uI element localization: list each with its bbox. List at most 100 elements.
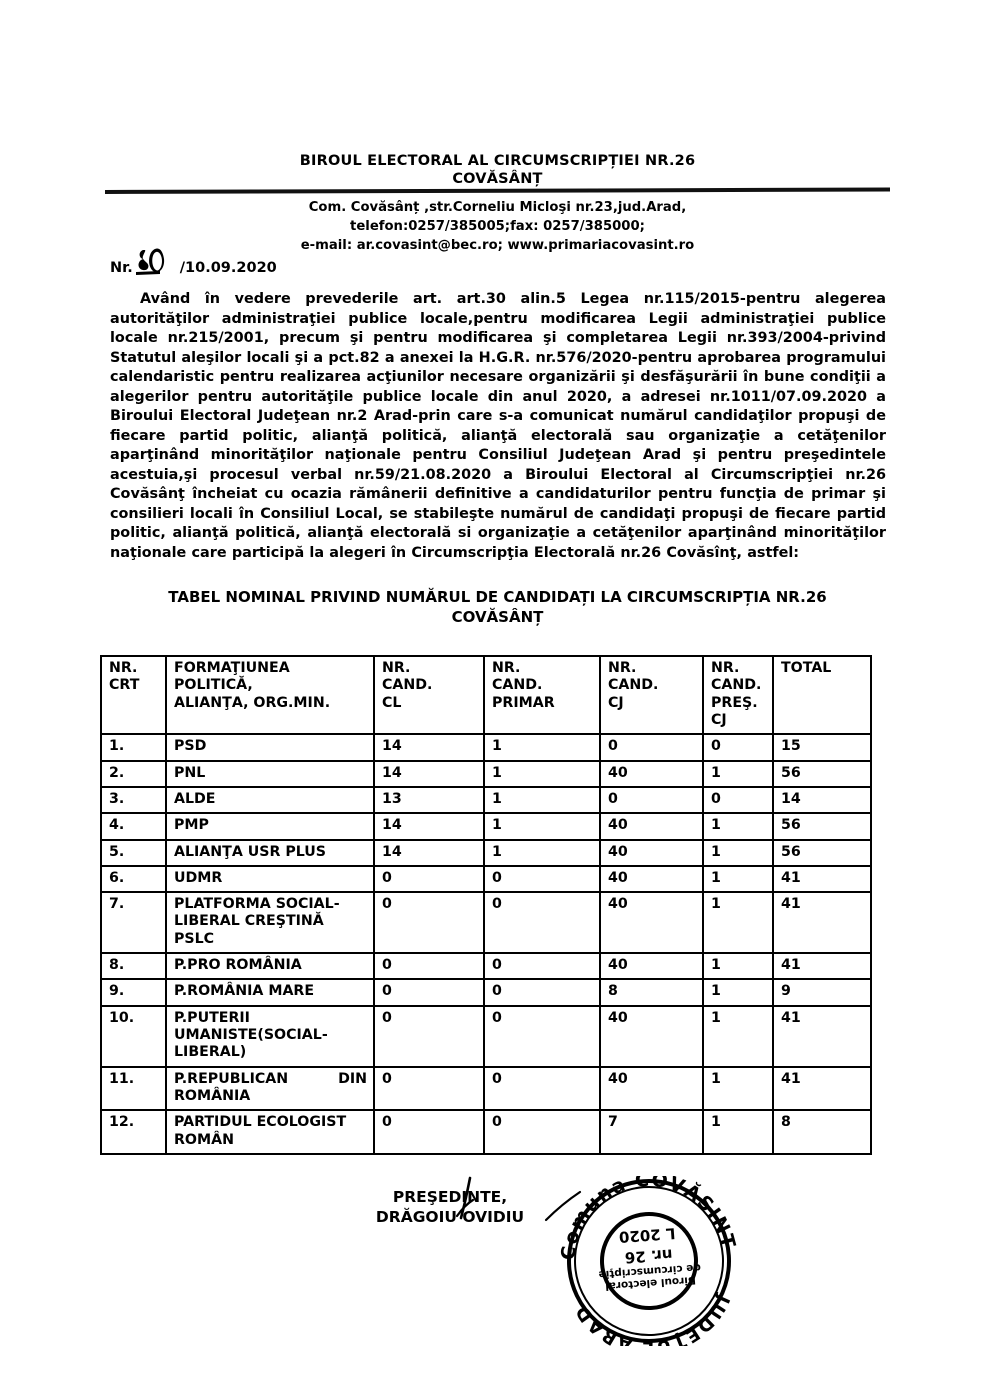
cell-cand-primar: 0 bbox=[483, 1004, 601, 1068]
cell-cand-pres-cj: 1 bbox=[702, 891, 774, 955]
cell-cand-pres-cj: 1 bbox=[702, 838, 774, 867]
cell-cand-cj: 7 bbox=[599, 1109, 704, 1155]
cell-formatiune: UDMR bbox=[165, 864, 375, 894]
header-line: TOTAL bbox=[781, 660, 832, 676]
cell-formatiune: ALDE bbox=[165, 785, 375, 815]
cell-formatiune: P.REPUBLICAN DIN ROMÂNIA bbox=[165, 1065, 375, 1112]
cell-cand-cl: 0 bbox=[373, 1109, 485, 1155]
cell-cand-cl: 0 bbox=[373, 952, 485, 981]
cell-cand-cl: 13 bbox=[373, 785, 485, 815]
header-line: CJ bbox=[711, 711, 727, 728]
cell-nr-crt: 3. bbox=[100, 785, 167, 815]
cell-cand-cj: 0 bbox=[599, 785, 704, 815]
cell-nr-crt: 5. bbox=[100, 838, 167, 867]
column-header-total: TOTAL bbox=[772, 654, 872, 736]
cell-cand-primar: 0 bbox=[483, 1109, 601, 1155]
cell-cand-cl: 0 bbox=[373, 1004, 485, 1068]
cell-cand-pres-cj: 1 bbox=[702, 864, 774, 894]
cell-cand-cj: 40 bbox=[599, 864, 704, 894]
cell-formatiune: PARTIDUL ECOLOGIST ROMÂN bbox=[165, 1109, 375, 1155]
cell-total: 56 bbox=[772, 838, 872, 867]
header-line: CAND. bbox=[382, 677, 433, 694]
header-line: ALIANŢA, ORG.MIN. bbox=[174, 694, 331, 711]
header-line: PREŞ. bbox=[711, 694, 758, 711]
letterhead-title: BIROUL ELECTORAL AL CIRCUMSCRIPȚIEI NR.2… bbox=[105, 152, 890, 188]
cell-total: 41 bbox=[772, 891, 872, 955]
cell-nr-crt: 12. bbox=[100, 1109, 167, 1155]
column-header-cand-pres-cj: NR. CAND. PREŞ. CJ bbox=[702, 654, 774, 736]
cell-cand-cl: 0 bbox=[373, 891, 485, 955]
stamp-inner-line4: L 2020 bbox=[618, 1224, 676, 1246]
table-row: 1. PSD 14 1 0 0 15 bbox=[100, 733, 872, 762]
cell-total: 15 bbox=[772, 733, 872, 762]
table-caption-line2: COVĂSÂNȚ bbox=[451, 607, 544, 626]
header-line: CAND. bbox=[711, 677, 762, 694]
cell-cand-primar: 0 bbox=[483, 864, 601, 894]
table-body: 1. PSD 14 1 0 0 15 2. PNL 14 1 40 1 56 3. ALDE 13 1 0 0 14 4.… bbox=[100, 733, 872, 1155]
letterhead-divider bbox=[104, 187, 891, 195]
cell-cand-cl: 14 bbox=[373, 759, 485, 788]
header-line: NR. bbox=[382, 660, 411, 676]
cell-formatiune: PSD bbox=[165, 733, 375, 762]
cell-formatiune: P.PRO ROMÂNIA bbox=[165, 952, 375, 981]
cell-cand-cj: 40 bbox=[599, 759, 704, 788]
letterhead-phone-fax: telefon:0257/385005;fax: 0257/385000; bbox=[350, 218, 645, 234]
cell-cand-pres-cj: 0 bbox=[702, 785, 774, 815]
official-stamp: Comuna COVĂSINT JUDEŢUL ARAD Biroul elec… bbox=[558, 1176, 740, 1346]
cell-formatiune: ALIANŢA USR PLUS bbox=[165, 838, 375, 867]
table-row: 12. PARTIDUL ECOLOGIST ROMÂN 0 0 7 1 8 bbox=[100, 1109, 872, 1155]
cell-cand-cj: 40 bbox=[599, 838, 704, 867]
table-row: 9. P.ROMÂNIA MARE 0 0 8 1 9 bbox=[100, 978, 872, 1007]
letterhead-title-line1: BIROUL ELECTORAL AL CIRCUMSCRIPȚIEI NR.2… bbox=[299, 153, 696, 169]
stamp-inner-line3: nr. 26 bbox=[624, 1245, 673, 1266]
cell-nr-crt: 6. bbox=[100, 864, 167, 894]
cell-cand-cj: 40 bbox=[599, 1065, 704, 1112]
table-header-row: NR. CRT FORMAŢIUNEA POLITICĂ, ALIANŢA, O… bbox=[100, 654, 872, 736]
cell-cand-pres-cj: 1 bbox=[702, 759, 774, 788]
header-line: CJ bbox=[608, 694, 624, 711]
header-line: FORMAŢIUNEA bbox=[174, 660, 290, 676]
cell-total: 14 bbox=[772, 785, 872, 815]
body-paragraph: Având în vedere prevederile art. art.30 … bbox=[110, 291, 886, 561]
table-caption-line1: TABEL NOMINAL PRIVIND NUMĂRUL DE CANDIDA… bbox=[168, 588, 827, 606]
handwritten-number bbox=[133, 248, 179, 280]
cell-total: 41 bbox=[772, 864, 872, 894]
cell-total: 9 bbox=[772, 978, 872, 1007]
registration-date: /10.09.2020 bbox=[179, 260, 277, 276]
table-caption: TABEL NOMINAL PRIVIND NUMĂRUL DE CANDIDA… bbox=[105, 588, 890, 627]
header-line: PRIMAR bbox=[492, 694, 555, 711]
table-row: 10. P.PUTERII UMANISTE(SOCIAL-LIBERAL) 0 0 4… bbox=[100, 1004, 872, 1068]
cell-nr-crt: 7. bbox=[100, 891, 167, 955]
cell-nr-crt: 11. bbox=[100, 1065, 167, 1112]
header-line: CRT bbox=[109, 677, 140, 694]
cell-cand-pres-cj: 1 bbox=[702, 978, 774, 1007]
cell-cand-cj: 40 bbox=[599, 891, 704, 955]
table-row: 3. ALDE 13 1 0 0 14 bbox=[100, 785, 872, 815]
letterhead-email-web: e-mail: ar.covasint@bec.ro; www.primaria… bbox=[300, 237, 695, 253]
header-line: CAND. bbox=[608, 677, 659, 694]
cell-formatiune: P.PUTERII UMANISTE(SOCIAL-LIBERAL) bbox=[165, 1004, 375, 1068]
header-line: NR. bbox=[608, 660, 637, 676]
cell-total: 56 bbox=[772, 812, 872, 841]
header-line: NR. bbox=[711, 660, 740, 676]
cell-cand-primar: 1 bbox=[483, 759, 601, 788]
cell-cand-pres-cj: 1 bbox=[702, 952, 774, 981]
cell-nr-crt: 2. bbox=[100, 759, 167, 788]
cell-nr-crt: 4. bbox=[100, 812, 167, 841]
header-line: POLITICĂ, bbox=[174, 677, 253, 694]
cell-total: 56 bbox=[772, 759, 872, 788]
table-row: 7. PLATFORMA SOCIAL-LIBERAL CREŞTINĂ PSLC… bbox=[100, 891, 872, 955]
letterhead: BIROUL ELECTORAL AL CIRCUMSCRIPȚIEI NR.2… bbox=[104, 152, 891, 255]
column-header-cand-cl: NR. CAND. CL bbox=[373, 654, 485, 736]
cell-formatiune: P.ROMÂNIA MARE bbox=[165, 978, 375, 1007]
cell-cand-pres-cj: 1 bbox=[702, 1109, 774, 1155]
cell-cand-cl: 0 bbox=[373, 978, 485, 1007]
cell-cand-pres-cj: 0 bbox=[702, 733, 774, 762]
header-line: CAND. bbox=[492, 677, 543, 694]
cell-total: 41 bbox=[772, 952, 872, 981]
cell-nr-crt: 10. bbox=[100, 1004, 167, 1068]
cell-formatiune: PMP bbox=[165, 812, 375, 841]
cell-cand-cj: 0 bbox=[599, 733, 704, 762]
signature-role: PREŞEDINTE, bbox=[392, 1188, 508, 1206]
stamp-outer-bottom-text: JUDEŢUL ARAD bbox=[570, 1288, 738, 1346]
